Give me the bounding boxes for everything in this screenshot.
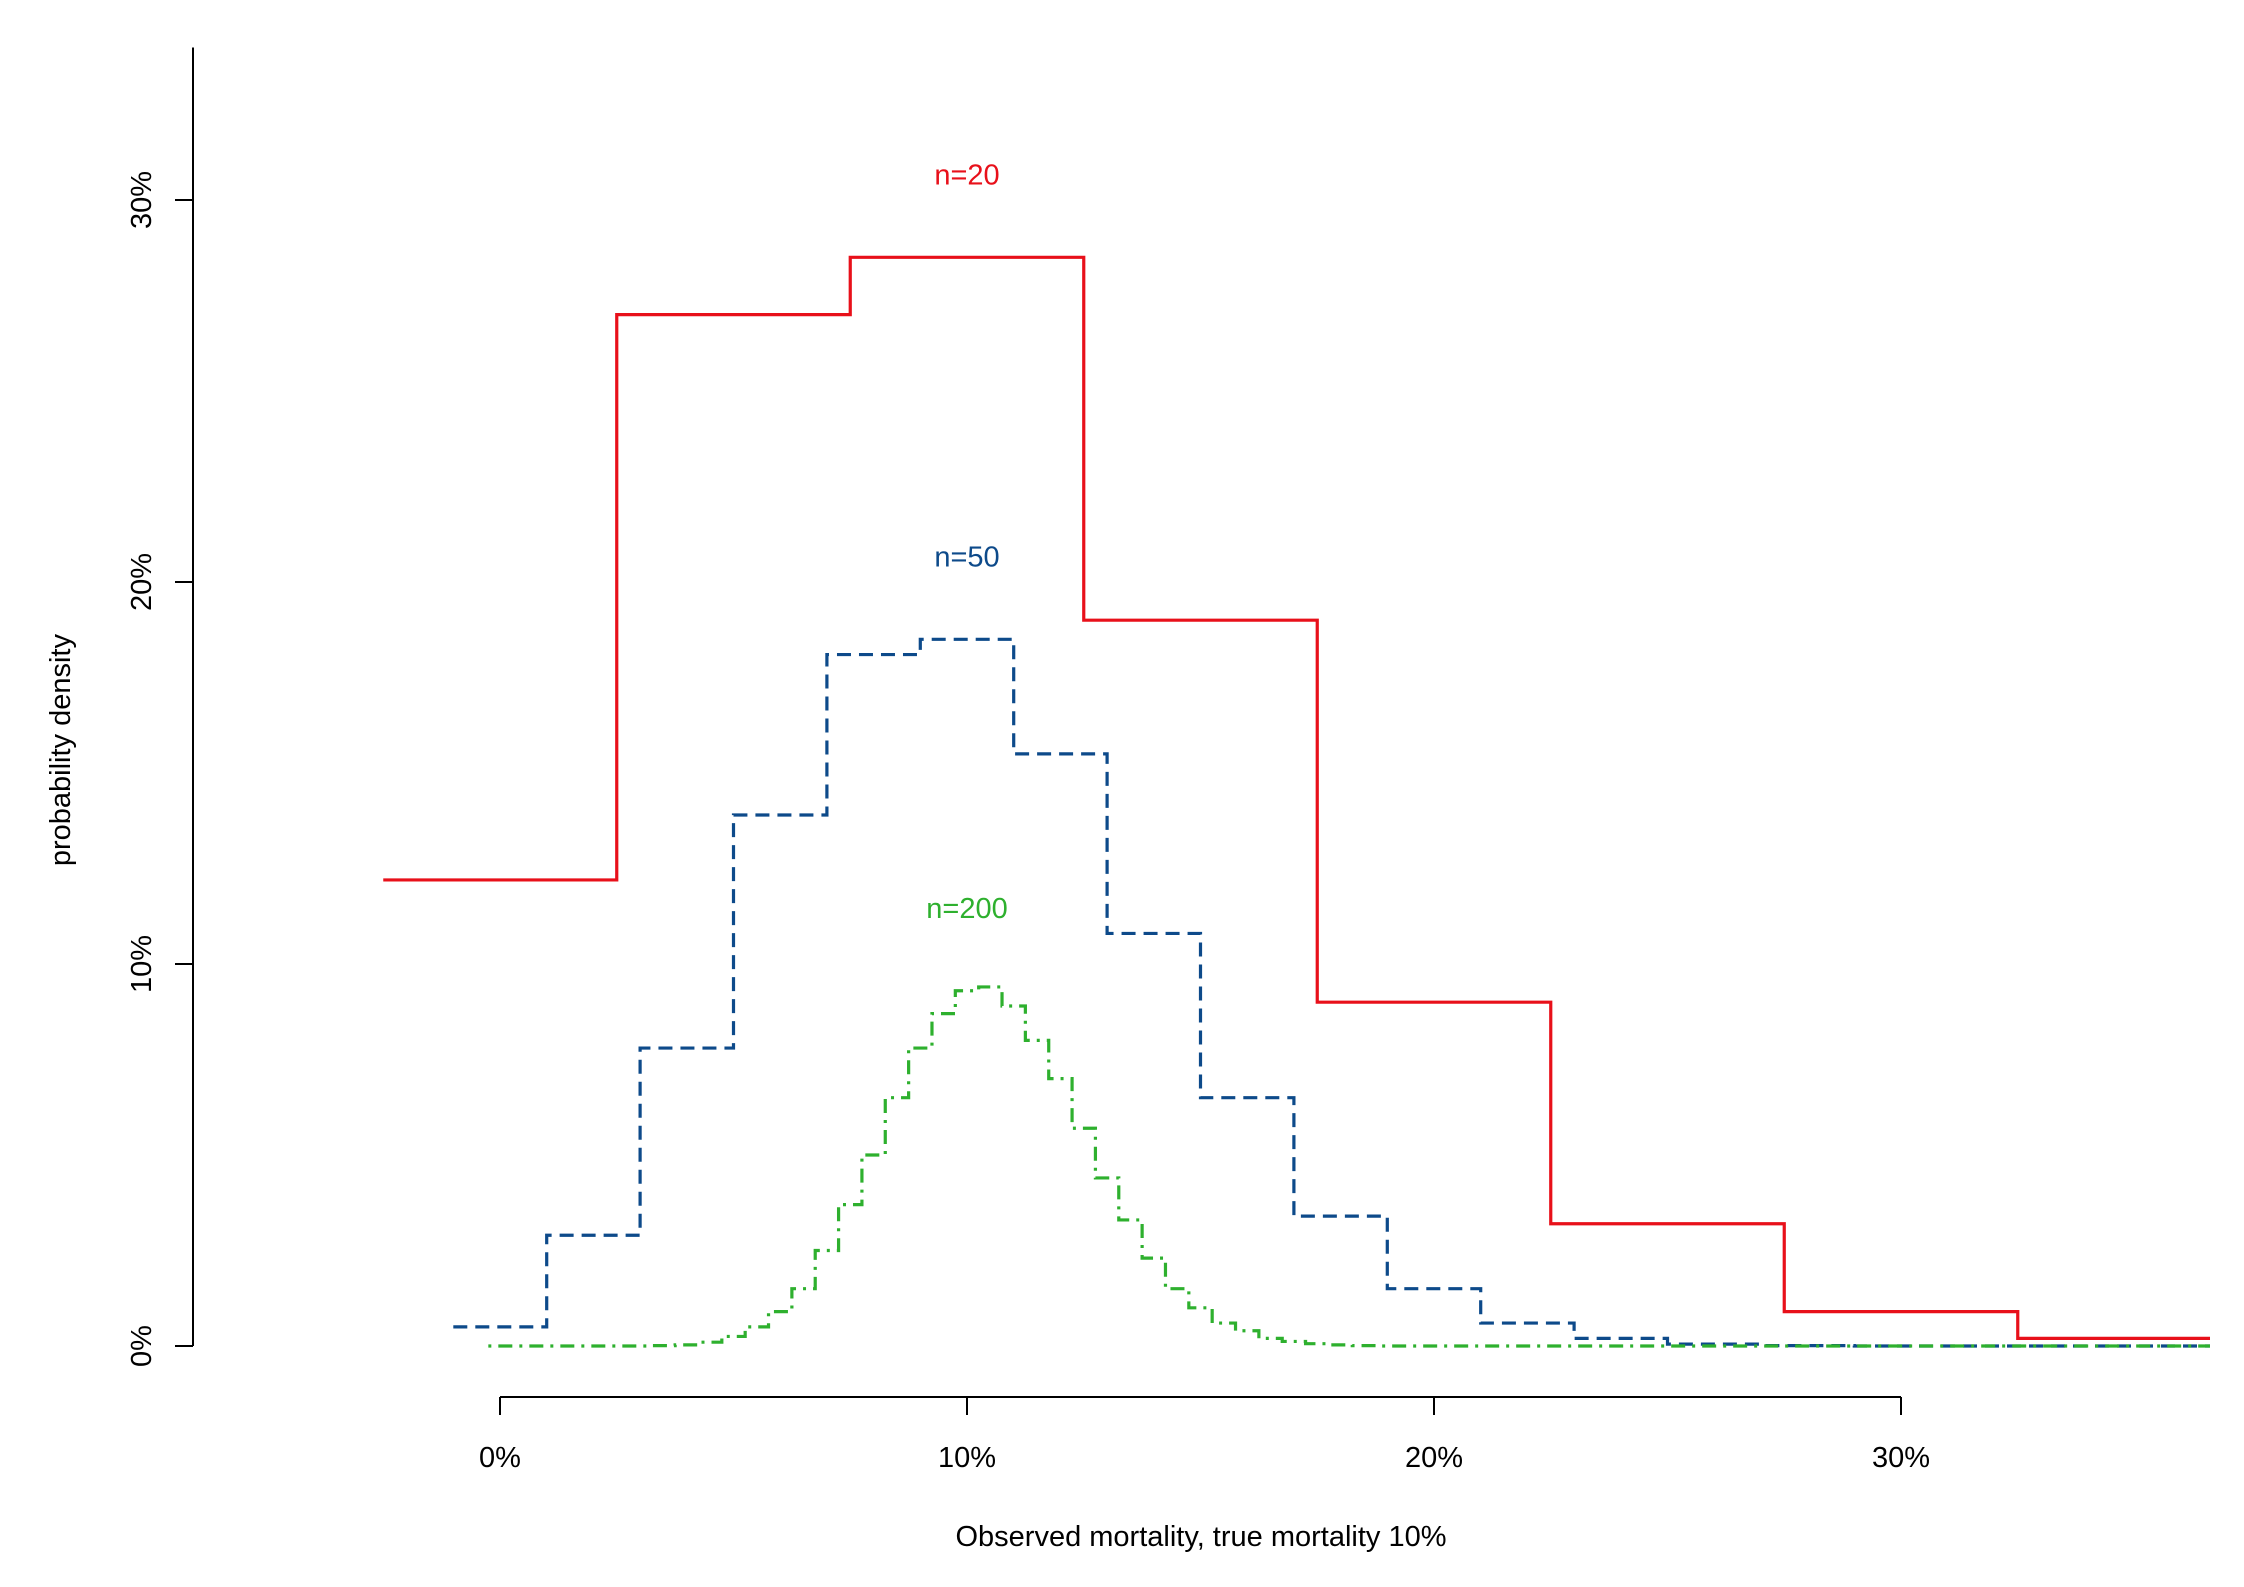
x-tick-label: 0% [479,1442,521,1474]
x-tick-label: 30% [1872,1442,1930,1474]
series-label: n=50 [934,542,999,574]
y-axis-title: probability density [45,634,77,867]
series-line-n=200 [488,985,2210,1348]
series-label: n=200 [926,893,1007,925]
series-line-n=50 [453,637,2210,1348]
x-tick-label: 10% [938,1442,996,1474]
y-tick-label: 10% [126,935,158,993]
y-axis: 0% 10% 20% 30% [126,47,194,1367]
x-axis: 0% 10% 20% 30% [479,1396,1930,1474]
series-label: n=20 [934,160,999,192]
series-layer: n=20 n=50 n=200 [383,160,2210,1348]
y-tick-label: 20% [126,553,158,611]
x-tick-label: 20% [1405,1442,1463,1474]
series-line-n=20 [383,255,2210,1340]
y-tick-label: 30% [126,171,158,229]
y-tick-label: 0% [126,1325,158,1367]
x-axis-title: Observed mortality, true mortality 10% [955,1521,1446,1553]
